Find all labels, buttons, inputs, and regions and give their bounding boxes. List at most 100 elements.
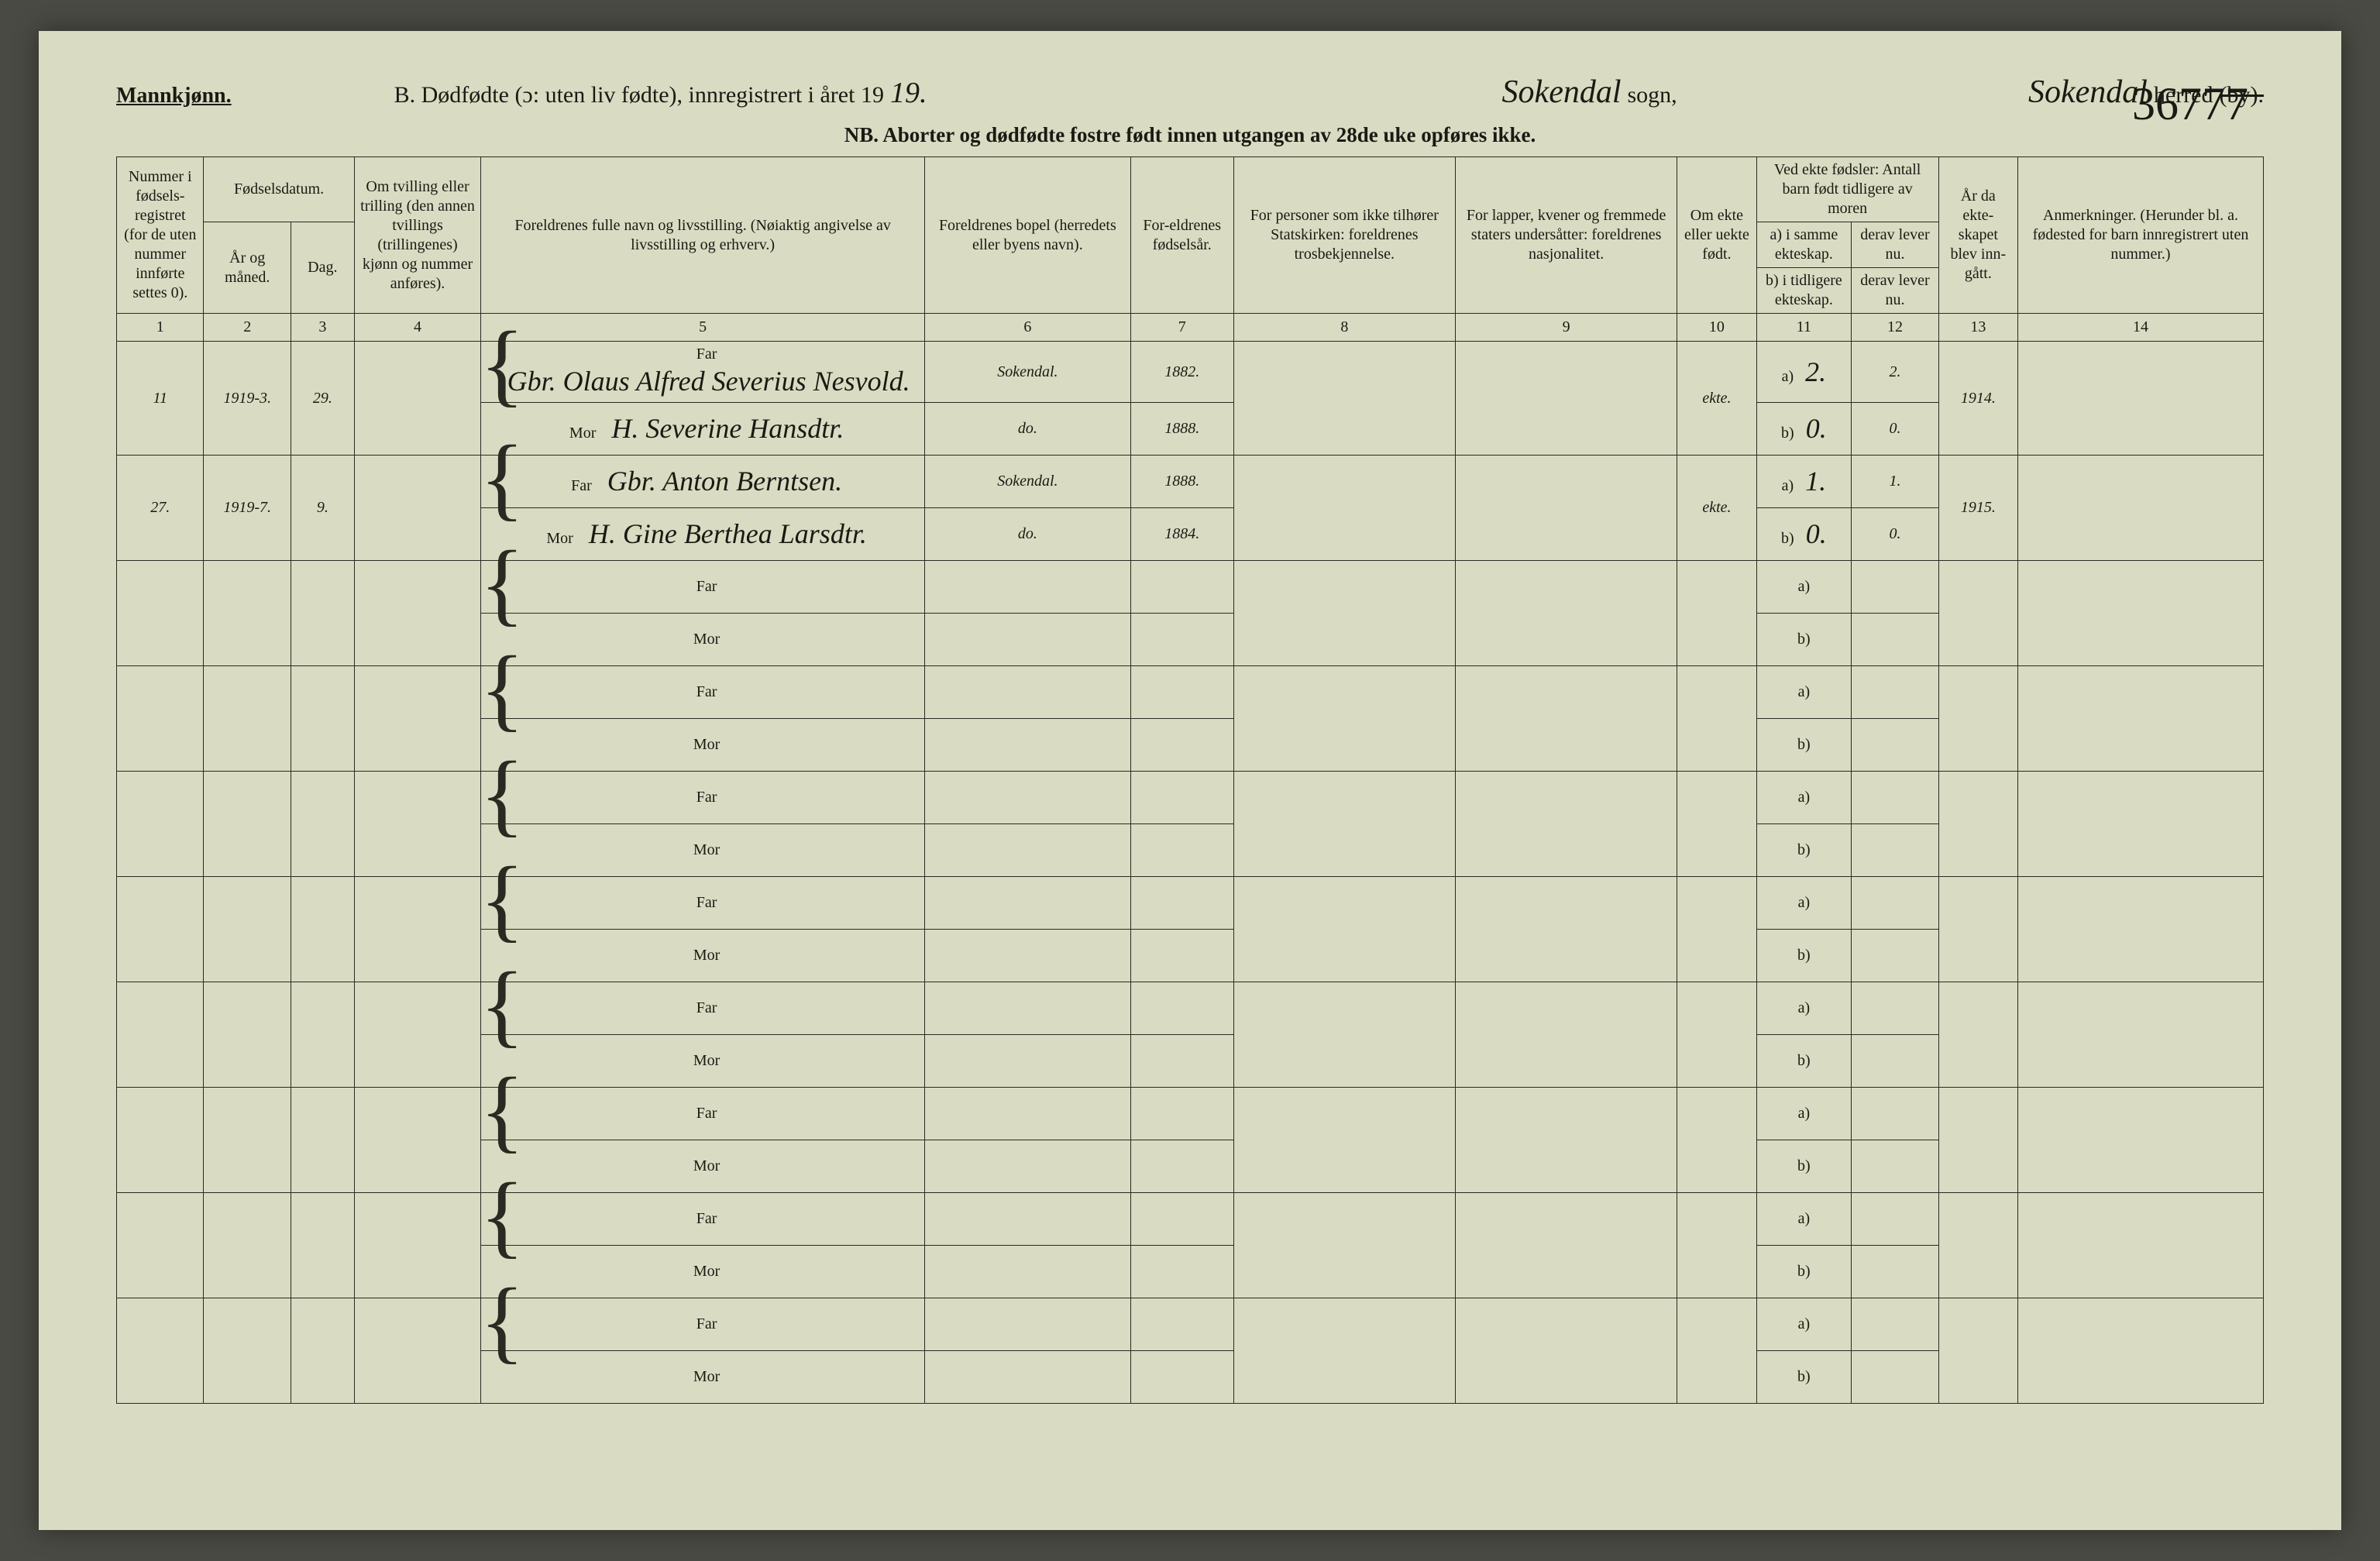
empty-far-birth — [1130, 772, 1233, 824]
empty-mor-birth — [1130, 614, 1233, 666]
empty-day — [291, 1193, 354, 1298]
empty-marriage — [1938, 1088, 2017, 1193]
empty-remarks — [2017, 1088, 2263, 1193]
empty-mor-bopel — [924, 930, 1130, 982]
empty-remarks — [2017, 877, 2263, 982]
empty-b-lever — [1852, 614, 1938, 666]
empty-number — [117, 1193, 204, 1298]
empty-row-far: { Fara) — [117, 666, 2264, 719]
empty-day — [291, 1298, 354, 1404]
empty-number — [117, 877, 204, 982]
entry-twin — [354, 456, 481, 561]
empty-b: b) — [1756, 1351, 1852, 1404]
empty-b: b) — [1756, 719, 1852, 772]
empty-far-bopel — [924, 772, 1130, 824]
empty-row-far: { Fara) — [117, 877, 2264, 930]
empty-day — [291, 877, 354, 982]
empty-far-cell: { Far — [481, 982, 925, 1035]
empty-ekte — [1677, 772, 1756, 877]
entry-b-prev: b) 0. — [1756, 403, 1852, 456]
empty-far-birth — [1130, 982, 1233, 1035]
mor-name: H. Severine Hansdtr. — [604, 413, 844, 444]
empty-mor-bopel — [924, 719, 1130, 772]
entry-a-same: a) 1. — [1756, 456, 1852, 508]
far-cell: { Far Gbr. Olaus Alfred Severius Nesvold… — [481, 342, 925, 403]
entry-day: 9. — [291, 456, 354, 561]
entry-a-lever: 2. — [1852, 342, 1938, 403]
empty-religion — [1233, 1298, 1455, 1404]
year-handwritten: 19. — [890, 76, 927, 110]
mor-birth: 1888. — [1130, 403, 1233, 456]
empty-religion — [1233, 1193, 1455, 1298]
register-table: Nummer i fødsels-registret (for de uten … — [116, 156, 2264, 1404]
brace-icon: { — [480, 452, 524, 504]
empty-far-bopel — [924, 561, 1130, 614]
empty-mor-birth — [1130, 930, 1233, 982]
empty-far-cell: { Far — [481, 772, 925, 824]
empty-nationality — [1455, 1193, 1677, 1298]
empty-mor-birth — [1130, 824, 1233, 877]
entry-year-month: 1919-7. — [204, 456, 291, 561]
empty-twin — [354, 666, 481, 772]
empty-far-cell: { Far — [481, 1193, 925, 1246]
colnum-12: 12 — [1852, 314, 1938, 342]
entry-b-prev: b) 0. — [1756, 508, 1852, 561]
far-bopel: Sokendal. — [924, 456, 1130, 508]
entry-a-same: a) 2. — [1756, 342, 1852, 403]
mor-birth: 1884. — [1130, 508, 1233, 561]
entry-year-month: 1919-3. — [204, 342, 291, 456]
empty-far-bopel — [924, 1298, 1130, 1351]
empty-mor-bopel — [924, 1140, 1130, 1193]
colnum-4: 4 — [354, 314, 481, 342]
empty-a-lever — [1852, 561, 1938, 614]
colnum-11: 11 — [1756, 314, 1852, 342]
empty-nationality — [1455, 877, 1677, 982]
empty-day — [291, 772, 354, 877]
empty-b: b) — [1756, 1140, 1852, 1193]
empty-twin — [354, 877, 481, 982]
empty-nationality — [1455, 666, 1677, 772]
entry-religion — [1233, 342, 1455, 456]
empty-b: b) — [1756, 1246, 1852, 1298]
entry-number: 11 — [117, 342, 204, 456]
col-9-header: For lapper, kvener og fremmede staters u… — [1455, 157, 1677, 314]
brace-icon: { — [480, 1190, 524, 1241]
mor-bopel: do. — [924, 508, 1130, 561]
form-title: B. Dødfødte (ɔ: uten liv fødte), innregi… — [394, 82, 884, 108]
empty-far-birth — [1130, 877, 1233, 930]
empty-twin — [354, 1193, 481, 1298]
colnum-1: 1 — [117, 314, 204, 342]
empty-far-birth — [1130, 561, 1233, 614]
empty-twin — [354, 561, 481, 666]
colnum-6: 6 — [924, 314, 1130, 342]
empty-twin — [354, 982, 481, 1088]
empty-a: a) — [1756, 561, 1852, 614]
colnum-14: 14 — [2017, 314, 2263, 342]
empty-b: b) — [1756, 614, 1852, 666]
brace-icon: { — [480, 768, 524, 820]
empty-mor-bopel — [924, 1246, 1130, 1298]
empty-mor-birth — [1130, 1035, 1233, 1088]
entry-b-lever: 0. — [1852, 403, 1938, 456]
empty-number — [117, 1088, 204, 1193]
empty-day — [291, 982, 354, 1088]
empty-year-month — [204, 561, 291, 666]
entry-ekte: ekte. — [1677, 456, 1756, 561]
column-number-row: 1 2 3 4 5 6 7 8 9 10 11 12 13 14 — [117, 314, 2264, 342]
entry-nationality — [1455, 456, 1677, 561]
colnum-13: 13 — [1938, 314, 2017, 342]
col-8-header: For personer som ikke tilhører Statskirk… — [1233, 157, 1455, 314]
empty-a: a) — [1756, 877, 1852, 930]
empty-marriage — [1938, 772, 2017, 877]
empty-mor-cell: Mor — [481, 614, 925, 666]
empty-ekte — [1677, 877, 1756, 982]
col-12b-header: derav lever nu. — [1852, 268, 1938, 314]
empty-mor-birth — [1130, 1140, 1233, 1193]
empty-mor-cell: Mor — [481, 824, 925, 877]
empty-twin — [354, 772, 481, 877]
table-head: Nummer i fødsels-registret (for de uten … — [117, 157, 2264, 342]
far-cell: { Far Gbr. Anton Berntsen. — [481, 456, 925, 508]
colnum-3: 3 — [291, 314, 354, 342]
empty-a-lever — [1852, 982, 1938, 1035]
register-page: 36777 Mannkjønn. B. Dødfødte (ɔ: uten li… — [39, 31, 2341, 1530]
